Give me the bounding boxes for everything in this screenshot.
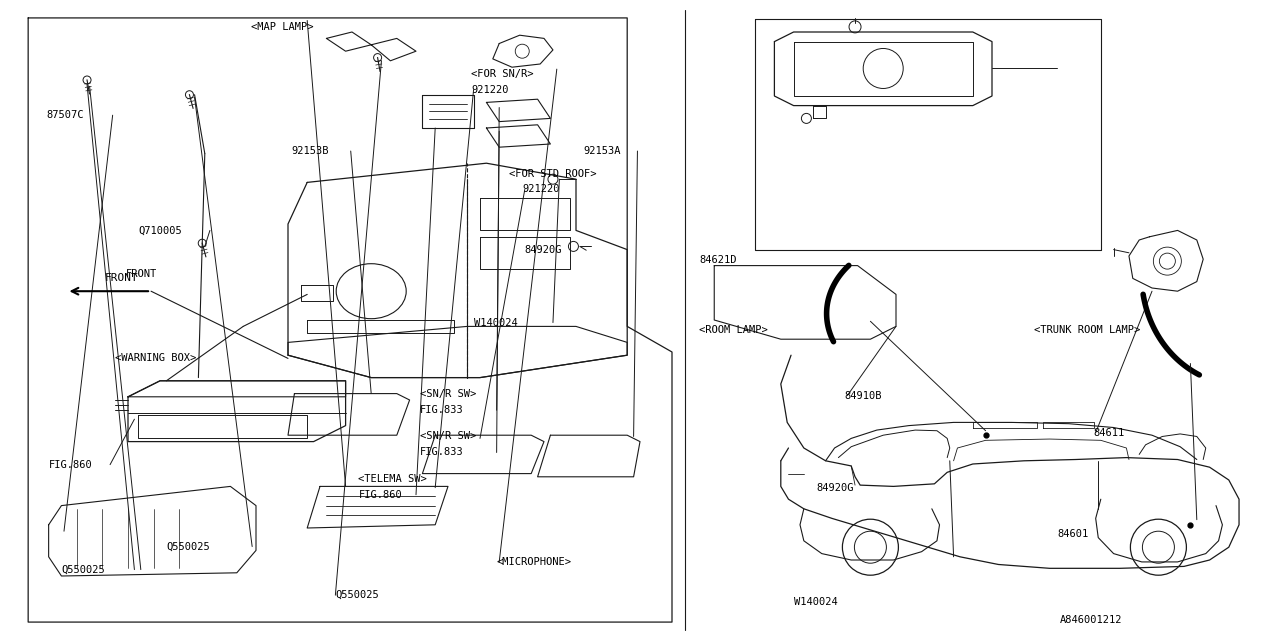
Text: 84920G: 84920G <box>817 483 854 493</box>
Text: <ROOM LAMP>: <ROOM LAMP> <box>699 324 768 335</box>
Text: FIG.860: FIG.860 <box>49 460 92 470</box>
Text: 84621D: 84621D <box>699 255 736 265</box>
Text: 921220: 921220 <box>471 84 508 95</box>
Text: W140024: W140024 <box>474 317 517 328</box>
Text: Q710005: Q710005 <box>138 225 182 236</box>
Text: FIG.860: FIG.860 <box>358 490 402 500</box>
Text: <MAP LAMP>: <MAP LAMP> <box>251 22 314 32</box>
Text: 84910B: 84910B <box>845 390 882 401</box>
Text: <SN/R SW>: <SN/R SW> <box>420 389 476 399</box>
Text: <MICROPHONE>: <MICROPHONE> <box>497 557 572 567</box>
Text: A846001212: A846001212 <box>1060 614 1123 625</box>
Text: FIG.833: FIG.833 <box>420 447 463 458</box>
Text: 84611: 84611 <box>1093 428 1124 438</box>
Text: 92153A: 92153A <box>584 146 621 156</box>
Text: <TRUNK ROOM LAMP>: <TRUNK ROOM LAMP> <box>1034 324 1140 335</box>
Text: 84920G: 84920G <box>525 245 562 255</box>
Text: FRONT: FRONT <box>105 273 138 283</box>
Text: <WARNING BOX>: <WARNING BOX> <box>115 353 196 364</box>
Text: 921220: 921220 <box>522 184 559 195</box>
Text: FIG.833: FIG.833 <box>420 405 463 415</box>
Text: Q550025: Q550025 <box>166 541 210 552</box>
Text: W140024: W140024 <box>794 596 837 607</box>
Text: 92153B: 92153B <box>292 146 329 156</box>
Text: Q550025: Q550025 <box>335 590 379 600</box>
Text: <FOR SN/R>: <FOR SN/R> <box>471 68 534 79</box>
Text: <SN/R SW>: <SN/R SW> <box>420 431 476 442</box>
Text: Q550025: Q550025 <box>61 564 105 575</box>
Text: <FOR STD ROOF>: <FOR STD ROOF> <box>509 169 596 179</box>
Text: FRONT: FRONT <box>125 269 156 279</box>
Text: 84601: 84601 <box>1057 529 1088 539</box>
Text: 87507C: 87507C <box>46 110 83 120</box>
Text: <TELEMA SW>: <TELEMA SW> <box>358 474 428 484</box>
